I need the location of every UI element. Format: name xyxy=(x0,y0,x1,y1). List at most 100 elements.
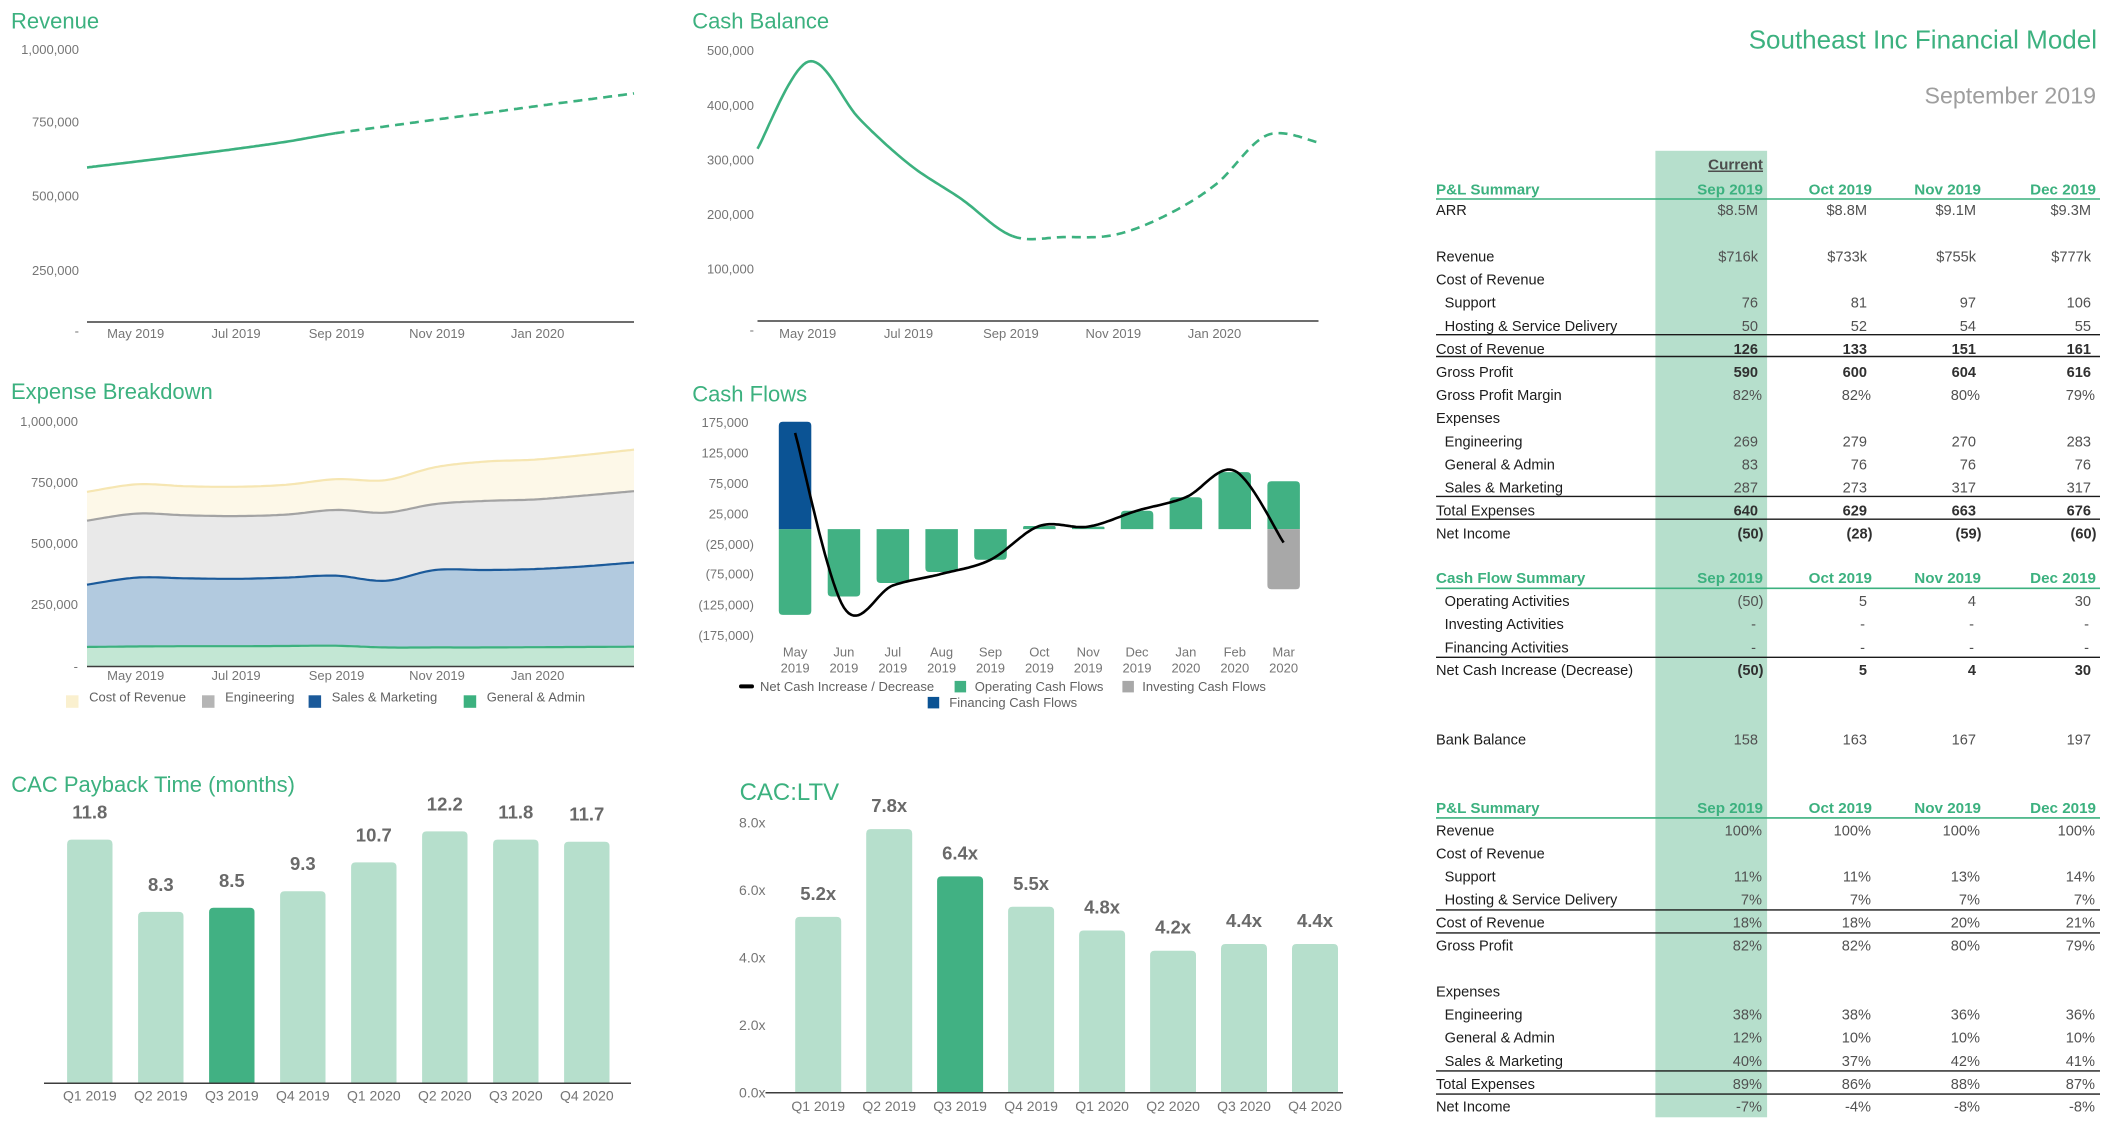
svg-text:76: 76 xyxy=(1851,457,1867,473)
svg-text:604: 604 xyxy=(1952,365,1977,381)
svg-text:250,000: 250,000 xyxy=(31,597,78,612)
svg-text:590: 590 xyxy=(1734,365,1758,381)
svg-text:-: - xyxy=(2084,617,2089,633)
svg-text:$8.8M: $8.8M xyxy=(1826,203,1867,219)
svg-text:-: - xyxy=(2084,640,2089,656)
svg-text:2019: 2019 xyxy=(1074,661,1103,676)
svg-text:Sales & Marketing: Sales & Marketing xyxy=(1445,480,1563,496)
svg-text:May 2019: May 2019 xyxy=(107,326,164,341)
svg-text:Sep 2019: Sep 2019 xyxy=(309,326,365,341)
svg-text:Q1 2020: Q1 2020 xyxy=(1075,1098,1129,1114)
svg-text:5.5x: 5.5x xyxy=(1013,873,1050,894)
svg-text:Q1 2019: Q1 2019 xyxy=(63,1088,117,1104)
svg-text:7%: 7% xyxy=(1959,893,1980,909)
svg-text:86%: 86% xyxy=(1842,1077,1871,1093)
svg-text:30: 30 xyxy=(2075,663,2091,679)
svg-text:76: 76 xyxy=(1742,296,1758,312)
svg-text:273: 273 xyxy=(1843,480,1867,496)
svg-text:126: 126 xyxy=(1734,342,1758,358)
svg-text:41%: 41% xyxy=(2066,1054,2095,1070)
svg-text:2019: 2019 xyxy=(976,661,1005,676)
svg-text:-: - xyxy=(750,323,754,338)
svg-text:Feb: Feb xyxy=(1224,644,1246,659)
svg-text:79%: 79% xyxy=(2066,939,2095,955)
svg-text:18%: 18% xyxy=(1733,915,1762,931)
svg-text:Cost of Revenue: Cost of Revenue xyxy=(1436,342,1545,358)
svg-text:7.8x: 7.8x xyxy=(871,795,908,816)
svg-text:Engineering: Engineering xyxy=(1445,434,1523,450)
svg-text:82%: 82% xyxy=(1733,939,1762,955)
svg-text:Revenue: Revenue xyxy=(1436,823,1494,839)
svg-text:11.7: 11.7 xyxy=(569,804,604,825)
svg-text:General & Admin: General & Admin xyxy=(1445,457,1555,473)
svg-text:25,000: 25,000 xyxy=(709,506,749,521)
svg-text:Q4 2020: Q4 2020 xyxy=(560,1088,614,1104)
svg-text:Sep 2019: Sep 2019 xyxy=(1697,800,1763,817)
svg-text:83: 83 xyxy=(1742,457,1758,473)
svg-text:287: 287 xyxy=(1734,480,1758,496)
svg-text:4.2x: 4.2x xyxy=(1155,917,1192,938)
svg-text:2019: 2019 xyxy=(878,661,907,676)
svg-text:2019: 2019 xyxy=(1123,661,1152,676)
svg-text:37%: 37% xyxy=(1842,1054,1871,1070)
svg-text:Nov: Nov xyxy=(1077,644,1101,659)
svg-text:-8%: -8% xyxy=(1954,1099,1980,1115)
svg-text:Financing Cash Flows: Financing Cash Flows xyxy=(949,695,1077,710)
svg-text:38%: 38% xyxy=(1842,1008,1871,1024)
svg-text:-: - xyxy=(1751,640,1756,656)
svg-text:76: 76 xyxy=(2075,457,2091,473)
svg-text:P&L Summary: P&L Summary xyxy=(1436,181,1540,198)
svg-text:750,000: 750,000 xyxy=(32,115,79,130)
svg-text:250,000: 250,000 xyxy=(32,263,79,278)
svg-text:125,000: 125,000 xyxy=(702,445,749,460)
svg-text:Q3 2020: Q3 2020 xyxy=(1217,1098,1271,1114)
svg-text:Oct: Oct xyxy=(1029,644,1050,659)
svg-text:2019: 2019 xyxy=(927,661,956,676)
svg-text:Q3 2020: Q3 2020 xyxy=(489,1088,543,1104)
svg-text:2020: 2020 xyxy=(1220,661,1249,676)
svg-text:(59): (59) xyxy=(1956,527,1982,543)
svg-text:Investing Activities: Investing Activities xyxy=(1445,617,1564,633)
svg-text:Jul 2019: Jul 2019 xyxy=(212,668,261,683)
svg-text:Dec 2019: Dec 2019 xyxy=(2030,570,2096,587)
svg-text:$9.3M: $9.3M xyxy=(2050,203,2091,219)
svg-text:50: 50 xyxy=(1742,319,1758,335)
svg-text:4.4x: 4.4x xyxy=(1297,910,1334,931)
svg-text:$777k: $777k xyxy=(2051,249,2091,265)
svg-text:500,000: 500,000 xyxy=(32,189,79,204)
svg-text:Engineering: Engineering xyxy=(1445,1008,1523,1024)
svg-text:Cost of Revenue: Cost of Revenue xyxy=(89,690,186,705)
svg-text:36%: 36% xyxy=(1951,1008,1980,1024)
svg-text:Q4 2020: Q4 2020 xyxy=(1288,1098,1342,1114)
svg-text:Support: Support xyxy=(1445,870,1496,886)
svg-text:Total Expenses: Total Expenses xyxy=(1436,504,1535,520)
svg-text:4.8x: 4.8x xyxy=(1084,897,1121,918)
svg-text:(50): (50) xyxy=(1738,663,1764,679)
svg-text:Southeast Inc Financial Model: Southeast Inc Financial Model xyxy=(1749,25,2097,55)
svg-text:Sep: Sep xyxy=(979,644,1002,659)
svg-text:6.4x: 6.4x xyxy=(942,842,979,863)
svg-text:Cash Balance: Cash Balance xyxy=(692,9,829,34)
svg-text:2020: 2020 xyxy=(1171,661,1200,676)
svg-text:Nov 2019: Nov 2019 xyxy=(1914,181,1981,198)
svg-text:-8%: -8% xyxy=(2069,1099,2095,1115)
svg-text:75,000: 75,000 xyxy=(709,476,749,491)
svg-text:Jan 2020: Jan 2020 xyxy=(511,326,565,341)
svg-text:300,000: 300,000 xyxy=(707,152,754,167)
svg-text:May 2019: May 2019 xyxy=(107,668,164,683)
svg-text:(175,000): (175,000) xyxy=(698,628,754,643)
svg-text:13%: 13% xyxy=(1951,870,1980,886)
svg-text:Sep 2019: Sep 2019 xyxy=(983,326,1039,341)
svg-text:4: 4 xyxy=(1968,663,1977,679)
svg-text:$9.1M: $9.1M xyxy=(1935,203,1976,219)
svg-text:87%: 87% xyxy=(2066,1077,2095,1093)
svg-text:Q2 2019: Q2 2019 xyxy=(134,1088,188,1104)
svg-text:4.4x: 4.4x xyxy=(1226,910,1263,931)
svg-text:133: 133 xyxy=(1843,342,1867,358)
svg-text:P&L Summary: P&L Summary xyxy=(1436,800,1540,817)
svg-text:197: 197 xyxy=(2067,733,2091,749)
svg-text:161: 161 xyxy=(2067,342,2091,358)
svg-text:Jun: Jun xyxy=(833,644,854,659)
svg-text:11.8: 11.8 xyxy=(72,802,107,823)
svg-text:(125,000): (125,000) xyxy=(698,597,754,612)
